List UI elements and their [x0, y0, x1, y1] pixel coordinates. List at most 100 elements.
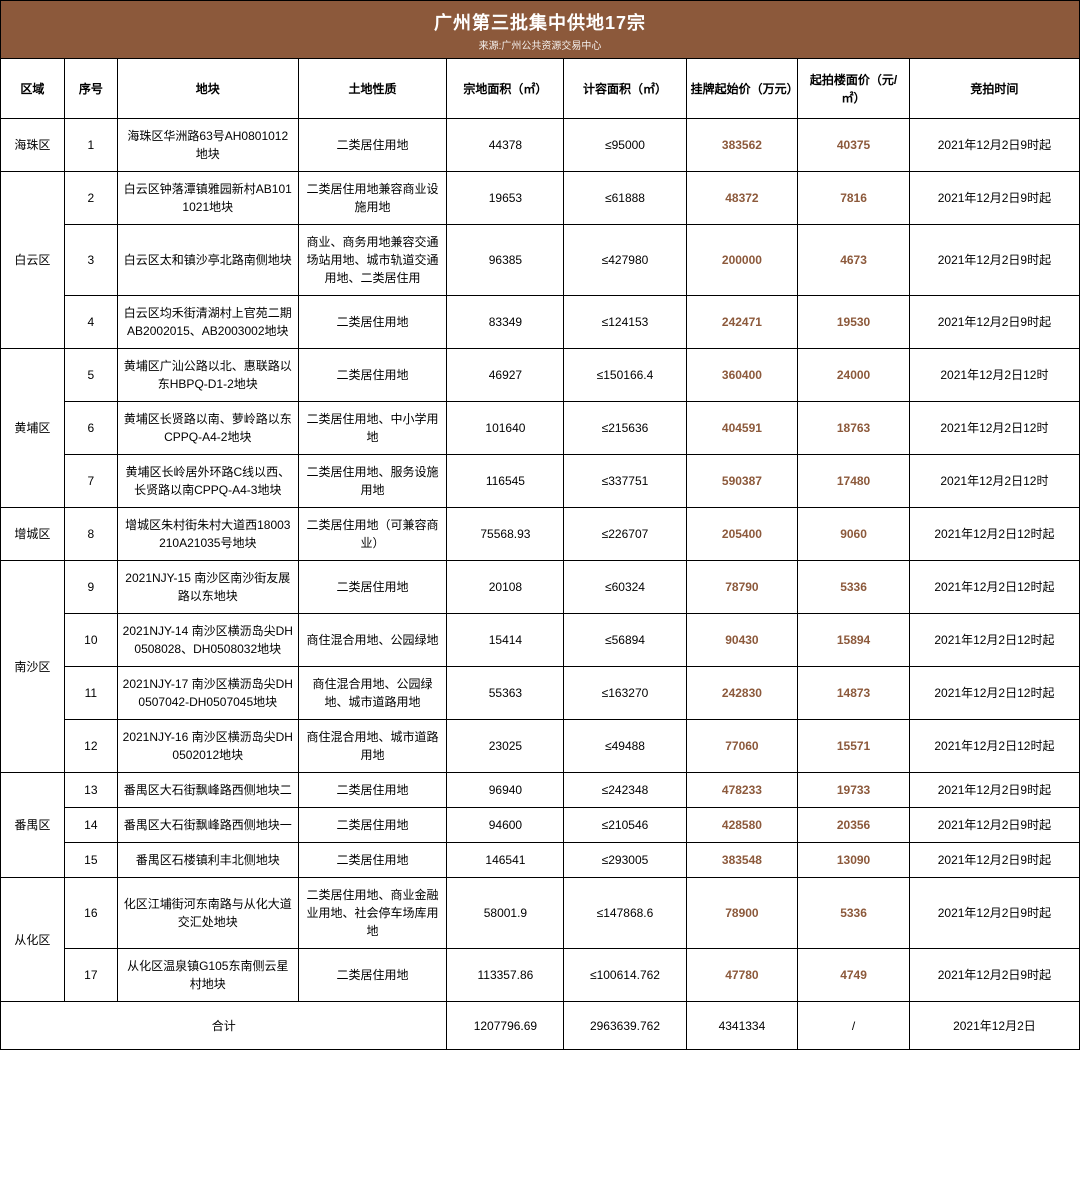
- cell-time: 2021年12月2日9时起: [909, 949, 1079, 1002]
- cell-nature: 二类居住用地: [298, 949, 447, 1002]
- cell-plot: 黄埔区广汕公路以北、惠联路以东HBPQ-D1-2地块: [117, 349, 298, 402]
- page-subtitle: 来源:广州公共资源交易中心: [1, 37, 1079, 52]
- cell-floor-area: ≤215636: [564, 402, 686, 455]
- table-row: 17从化区温泉镇G105东南侧云星村地块二类居住用地113357.86≤1006…: [1, 949, 1080, 1002]
- cell-seq: 7: [64, 455, 117, 508]
- table-row: 白云区2白云区钟落潭镇雅园新村AB1011021地块二类居住用地兼容商业设施用地…: [1, 172, 1080, 225]
- cell-seq: 11: [64, 667, 117, 720]
- cell-seq: 14: [64, 808, 117, 843]
- total-label: 合计: [1, 1002, 447, 1050]
- cell-time: 2021年12月2日9时起: [909, 773, 1079, 808]
- cell-seq: 17: [64, 949, 117, 1002]
- table-row: 7黄埔区长岭居外环路C线以西、长贤路以南CPPQ-A4-3地块二类居住用地、服务…: [1, 455, 1080, 508]
- total-land-area: 1207796.69: [447, 1002, 564, 1050]
- cell-start-price: 242830: [686, 667, 798, 720]
- cell-region: 从化区: [1, 878, 65, 1002]
- cell-floor-area: ≤61888: [564, 172, 686, 225]
- cell-seq: 3: [64, 225, 117, 296]
- cell-start-price: 242471: [686, 296, 798, 349]
- cell-plot: 从化区温泉镇G105东南侧云星村地块: [117, 949, 298, 1002]
- cell-region: 南沙区: [1, 561, 65, 773]
- cell-floor-area: ≤124153: [564, 296, 686, 349]
- cell-nature: 二类居住用地: [298, 296, 447, 349]
- col-time: 竞拍时间: [909, 59, 1079, 119]
- cell-time: 2021年12月2日12时: [909, 349, 1079, 402]
- cell-start-price: 404591: [686, 402, 798, 455]
- cell-plot: 白云区太和镇沙亭北路南侧地块: [117, 225, 298, 296]
- table-row: 6黄埔区长贤路以南、萝岭路以东CPPQ-A4-2地块二类居住用地、中小学用地10…: [1, 402, 1080, 455]
- cell-plot: 2021NJY-15 南沙区南沙街友展路以东地块: [117, 561, 298, 614]
- cell-land-area: 55363: [447, 667, 564, 720]
- cell-plot: 黄埔区长贤路以南、萝岭路以东CPPQ-A4-2地块: [117, 402, 298, 455]
- total-start-price: 4341334: [686, 1002, 798, 1050]
- cell-seq: 6: [64, 402, 117, 455]
- cell-plot: 增城区朱村街朱村大道西18003210A21035号地块: [117, 508, 298, 561]
- cell-nature: 二类居住用地、服务设施用地: [298, 455, 447, 508]
- cell-floor-area: ≤95000: [564, 119, 686, 172]
- cell-nature: 二类居住用地（可兼容商业）: [298, 508, 447, 561]
- cell-time: 2021年12月2日9时起: [909, 878, 1079, 949]
- table-row: 增城区8增城区朱村街朱村大道西18003210A21035号地块二类居住用地（可…: [1, 508, 1080, 561]
- cell-plot: 2021NJY-14 南沙区横沥岛尖DH0508028、DH0508032地块: [117, 614, 298, 667]
- header-row: 区域 序号 地块 土地性质 宗地面积（㎡） 计容面积（㎡） 挂牌起始价（万元） …: [1, 59, 1080, 119]
- cell-start-price: 78790: [686, 561, 798, 614]
- table-row: 南沙区92021NJY-15 南沙区南沙街友展路以东地块二类居住用地20108≤…: [1, 561, 1080, 614]
- cell-time: 2021年12月2日9时起: [909, 172, 1079, 225]
- cell-plot: 番禺区石楼镇利丰北侧地块: [117, 843, 298, 878]
- table-body: 海珠区1海珠区华洲路63号AH0801012地块二类居住用地44378≤9500…: [1, 119, 1080, 1050]
- cell-land-area: 19653: [447, 172, 564, 225]
- col-plot: 地块: [117, 59, 298, 119]
- cell-start-price: 383562: [686, 119, 798, 172]
- land-supply-table-container: 广州第三批集中供地17宗 来源:广州公共资源交易中心 区域 序号 地块 土地性质…: [0, 0, 1080, 1050]
- col-region: 区域: [1, 59, 65, 119]
- table-row: 番禺区13番禺区大石街飘峰路西侧地块二二类居住用地96940≤242348478…: [1, 773, 1080, 808]
- cell-start-price: 200000: [686, 225, 798, 296]
- cell-floor-area: ≤56894: [564, 614, 686, 667]
- title-bar: 广州第三批集中供地17宗 来源:广州公共资源交易中心: [0, 0, 1080, 58]
- cell-nature: 二类居住用地: [298, 843, 447, 878]
- cell-plot: 白云区均禾街清湖村上官苑二期AB2002015、AB2003002地块: [117, 296, 298, 349]
- cell-floor-area: ≤226707: [564, 508, 686, 561]
- cell-region: 增城区: [1, 508, 65, 561]
- cell-time: 2021年12月2日9时起: [909, 296, 1079, 349]
- cell-plot: 2021NJY-16 南沙区横沥岛尖DH0502012地块: [117, 720, 298, 773]
- cell-floor-price: 19733: [798, 773, 910, 808]
- cell-floor-price: 40375: [798, 119, 910, 172]
- cell-floor-price: 14873: [798, 667, 910, 720]
- table-row: 海珠区1海珠区华洲路63号AH0801012地块二类居住用地44378≤9500…: [1, 119, 1080, 172]
- cell-region: 番禺区: [1, 773, 65, 878]
- land-table: 区域 序号 地块 土地性质 宗地面积（㎡） 计容面积（㎡） 挂牌起始价（万元） …: [0, 58, 1080, 1050]
- cell-seq: 9: [64, 561, 117, 614]
- cell-floor-area: ≤293005: [564, 843, 686, 878]
- total-row: 合计1207796.692963639.7624341334/2021年12月2…: [1, 1002, 1080, 1050]
- table-row: 15番禺区石楼镇利丰北侧地块二类居住用地146541≤2930053835481…: [1, 843, 1080, 878]
- cell-floor-price: 13090: [798, 843, 910, 878]
- cell-land-area: 23025: [447, 720, 564, 773]
- cell-time: 2021年12月2日12时起: [909, 508, 1079, 561]
- cell-plot: 化区江埔街河东南路与从化大道交汇处地块: [117, 878, 298, 949]
- table-row: 102021NJY-14 南沙区横沥岛尖DH0508028、DH0508032地…: [1, 614, 1080, 667]
- cell-plot: 海珠区华洲路63号AH0801012地块: [117, 119, 298, 172]
- cell-floor-area: ≤100614.762: [564, 949, 686, 1002]
- cell-land-area: 101640: [447, 402, 564, 455]
- cell-start-price: 478233: [686, 773, 798, 808]
- table-row: 从化区16化区江埔街河东南路与从化大道交汇处地块二类居住用地、商业金融业用地、社…: [1, 878, 1080, 949]
- cell-nature: 商住混合用地、公园绿地、城市道路用地: [298, 667, 447, 720]
- cell-start-price: 383548: [686, 843, 798, 878]
- cell-time: 2021年12月2日12时起: [909, 720, 1079, 773]
- cell-start-price: 90430: [686, 614, 798, 667]
- cell-time: 2021年12月2日12时起: [909, 667, 1079, 720]
- total-time: 2021年12月2日: [909, 1002, 1079, 1050]
- table-row: 3白云区太和镇沙亭北路南侧地块商业、商务用地兼容交通场站用地、城市轨道交通用地、…: [1, 225, 1080, 296]
- cell-time: 2021年12月2日12时: [909, 402, 1079, 455]
- cell-land-area: 113357.86: [447, 949, 564, 1002]
- total-floor-price: /: [798, 1002, 910, 1050]
- cell-floor-price: 20356: [798, 808, 910, 843]
- cell-land-area: 96940: [447, 773, 564, 808]
- page-title: 广州第三批集中供地17宗: [1, 9, 1079, 35]
- cell-nature: 商业、商务用地兼容交通场站用地、城市轨道交通用地、二类居住用: [298, 225, 447, 296]
- cell-time: 2021年12月2日9时起: [909, 119, 1079, 172]
- cell-time: 2021年12月2日9时起: [909, 843, 1079, 878]
- cell-land-area: 46927: [447, 349, 564, 402]
- cell-land-area: 58001.9: [447, 878, 564, 949]
